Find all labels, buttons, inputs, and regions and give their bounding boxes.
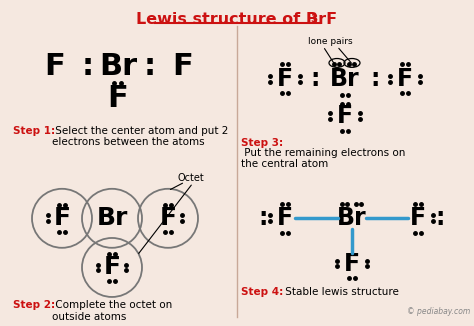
- Text: F: F: [103, 256, 120, 279]
- Text: F: F: [344, 252, 360, 275]
- Text: Octet: Octet: [178, 173, 205, 183]
- Text: lone pairs: lone pairs: [308, 37, 352, 46]
- Text: Br: Br: [96, 206, 128, 230]
- Text: 3: 3: [310, 14, 317, 24]
- Text: F: F: [397, 67, 413, 91]
- Text: Step 2:: Step 2:: [13, 300, 55, 310]
- Text: :: :: [82, 52, 94, 82]
- Text: © pediabay.com: © pediabay.com: [407, 307, 470, 316]
- Text: Lewis structure of BrF: Lewis structure of BrF: [137, 12, 337, 27]
- Text: F: F: [410, 206, 426, 230]
- Text: F: F: [337, 104, 353, 128]
- Text: Step 3:: Step 3:: [241, 138, 283, 148]
- Text: Complete the octet on
outside atoms: Complete the octet on outside atoms: [52, 300, 172, 321]
- Text: :: :: [370, 67, 380, 91]
- Text: Step 4:: Step 4:: [241, 287, 283, 297]
- Text: F: F: [277, 206, 293, 230]
- Text: Br: Br: [99, 52, 137, 82]
- Text: Select the center atom and put 2
electrons between the atoms: Select the center atom and put 2 electro…: [52, 126, 228, 147]
- Text: :: :: [310, 67, 319, 91]
- Text: Br: Br: [330, 67, 360, 91]
- Text: Step 1:: Step 1:: [13, 126, 55, 136]
- Text: F: F: [277, 67, 293, 91]
- Text: Put the remaining electrons on
the central atom: Put the remaining electrons on the centr…: [241, 147, 405, 169]
- Text: :: :: [435, 206, 445, 230]
- Text: :: :: [144, 52, 156, 82]
- Text: F: F: [54, 206, 71, 230]
- Text: F: F: [159, 206, 176, 230]
- Text: F: F: [173, 52, 193, 82]
- Text: F: F: [45, 52, 65, 82]
- Text: :: :: [258, 206, 268, 230]
- Text: Br: Br: [337, 206, 367, 230]
- Text: Stable lewis structure: Stable lewis structure: [282, 287, 399, 297]
- Text: F: F: [108, 84, 128, 113]
